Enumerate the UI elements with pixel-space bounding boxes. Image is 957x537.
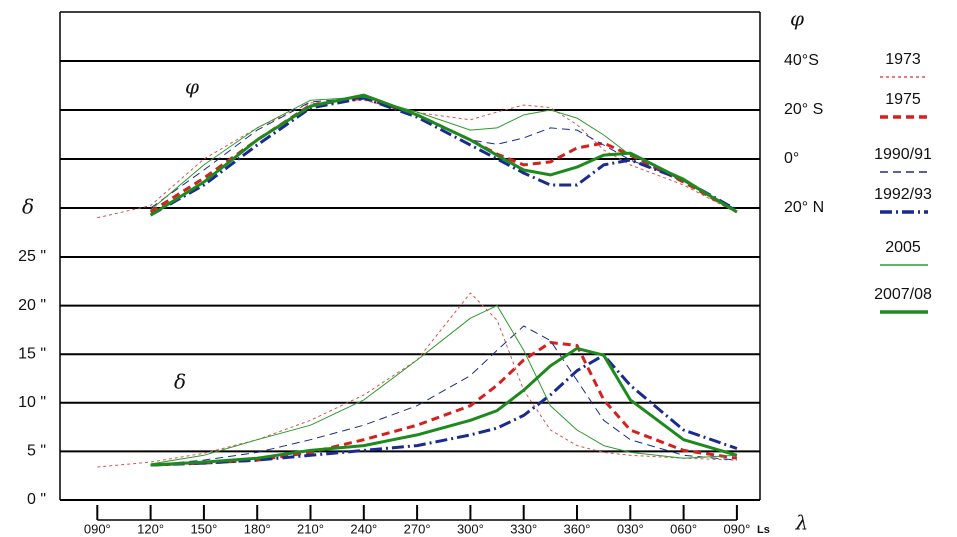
x-tick-label: 030°: [617, 521, 644, 536]
legend-label: 1992/93: [874, 186, 932, 203]
x-unit: Ls: [757, 524, 770, 536]
y-tick-label: 20° S: [784, 101, 823, 118]
y-tick-label: 5 ": [27, 443, 46, 460]
series-line: [150, 353, 738, 467]
x-tick-label: 270°: [404, 521, 431, 536]
legend-label: 1973: [885, 51, 921, 68]
legend-label: 2005: [885, 239, 921, 256]
x-tick-label: 090°: [723, 521, 750, 536]
legend-label: 2007/08: [874, 286, 932, 303]
x-tick-label: 240°: [350, 521, 377, 536]
y-tick-label: 0 ": [27, 491, 46, 508]
y-axis-label: φ: [790, 7, 804, 31]
y-tick-label: 15 ": [18, 345, 46, 362]
x-tick-label: 360°: [564, 521, 591, 536]
x-tick-label: 330°: [510, 521, 537, 536]
x-tick-label: 090°: [84, 521, 111, 536]
legend-label: 1990/91: [874, 146, 932, 163]
x-axis-label: λ: [795, 511, 809, 535]
x-tick-label: 060°: [670, 521, 697, 536]
series-line: [150, 341, 738, 467]
series-line: [97, 99, 738, 219]
annotation: δ: [174, 370, 186, 394]
y-tick-label: 10 ": [18, 394, 46, 411]
annotation: φ: [185, 75, 199, 99]
x-tick-label: 300°: [457, 521, 484, 536]
x-tick-label: 120°: [137, 521, 164, 536]
x-tick-label: 180°: [244, 521, 271, 536]
series-line: [150, 346, 738, 467]
y-axis-label: δ: [22, 195, 34, 219]
y-tick-label: 25 ": [18, 248, 46, 265]
series-line: [150, 325, 737, 466]
series-line: [150, 305, 737, 465]
x-tick-label: 150°: [190, 521, 217, 536]
y-tick-label: 20° N: [784, 199, 824, 216]
y-tick-label: 40°S: [784, 52, 819, 69]
x-tick-label: 210°: [297, 521, 324, 536]
y-tick-label: 0°: [784, 150, 799, 167]
series-line: [150, 96, 738, 213]
legend-label: 1975: [885, 91, 921, 108]
series-line: [97, 292, 737, 468]
y-tick-label: 20 ": [18, 297, 46, 314]
series-line: [149, 96, 738, 217]
series-line: [149, 93, 738, 217]
